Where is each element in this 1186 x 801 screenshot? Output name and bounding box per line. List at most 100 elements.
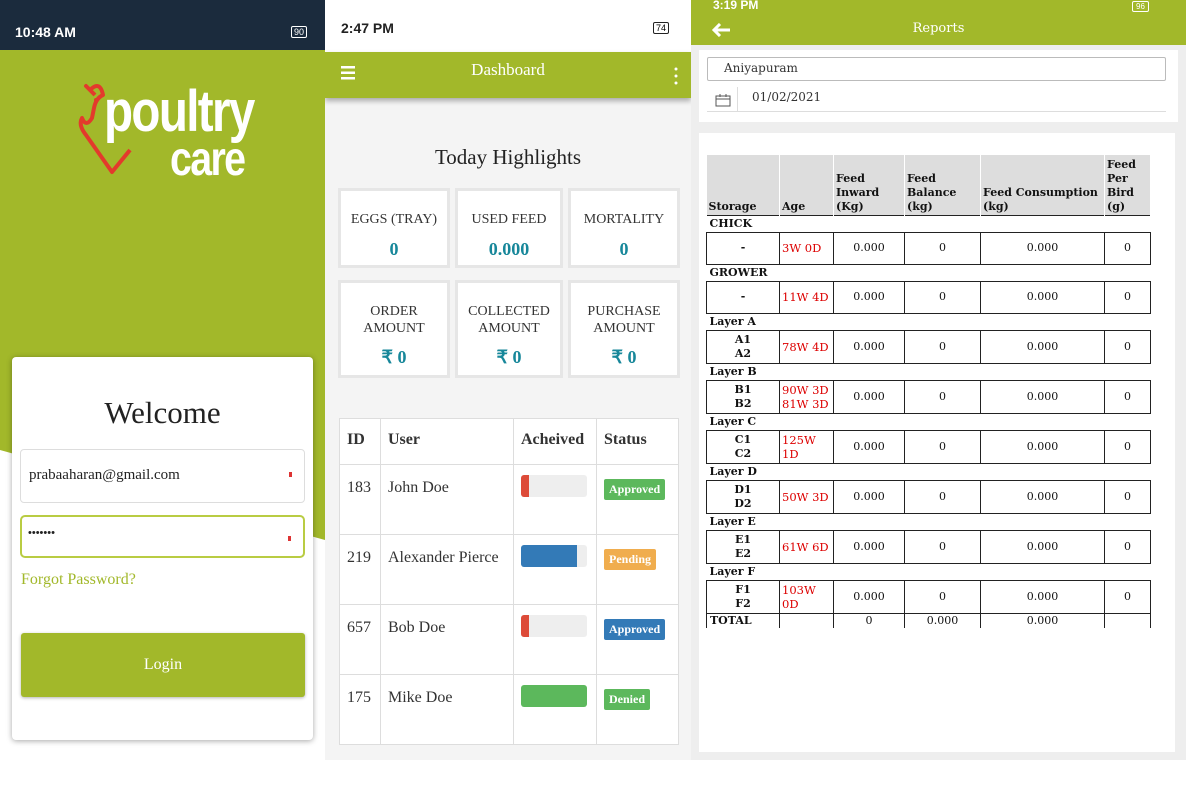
section-row: Layer B: [706, 362, 1151, 380]
welcome-title: Welcome: [104, 395, 221, 430]
value-cell: 0: [904, 579, 981, 614]
status-cell: Denied: [596, 674, 679, 745]
value-cell: 0: [904, 429, 981, 464]
user-cell: Mike Doe: [380, 674, 514, 745]
highlights-title: Today Highlights: [434, 145, 582, 169]
storage-cell: -: [706, 280, 780, 314]
column-header: Feed Per Bird (g): [1104, 155, 1151, 215]
table-row: 175 Mike Doe Denied: [339, 674, 679, 745]
battery: 90: [291, 26, 308, 38]
highlight-card: COLLECTED AMOUNT ₹ 0: [455, 280, 563, 378]
location-select[interactable]: Aniyapuram: [707, 57, 1166, 81]
data-row: F1 F2 103W 0D 0.000 0 0.000 0: [706, 579, 1151, 614]
storage-name: C2: [734, 446, 752, 460]
app-bar-title: Dashboard: [471, 60, 545, 79]
logo-line2: care: [170, 133, 246, 186]
login-button[interactable]: Login: [21, 633, 305, 697]
value-cell: 0.000: [833, 231, 905, 265]
highlight-card: EGGS (TRAY) 0: [338, 188, 450, 268]
storage-name: E2: [734, 546, 752, 560]
back-arrow[interactable]: [711, 23, 731, 37]
logo-line1: poultry: [104, 79, 255, 144]
value-cell: 0.000: [833, 429, 905, 464]
card-value: ₹ 0: [611, 347, 637, 367]
email-input[interactable]: prabaaharan@gmail.com: [20, 449, 305, 503]
card-label: ORDER AMOUNT: [363, 304, 425, 336]
section-name: Layer B: [706, 362, 1151, 380]
section-name: Layer C: [706, 412, 1151, 430]
total-spacer: [779, 612, 834, 628]
id-cell: 175: [339, 674, 381, 745]
section-row: Layer D: [706, 462, 1151, 480]
column-header: Feed Inward (Kg): [833, 155, 905, 215]
storage-name: D1: [734, 482, 752, 496]
storage-cell: B1 B2: [706, 379, 780, 414]
storage-name: B2: [734, 396, 752, 410]
card-value: 0: [619, 239, 629, 259]
data-row: A1 A2 78W 4D 0.000 0 0.000 0: [706, 329, 1151, 364]
email-text: prabaaharan@gmail.com: [29, 467, 180, 483]
storage-name: -: [740, 290, 746, 303]
storage-name: F2: [735, 596, 751, 610]
user-cell: John Doe: [380, 464, 514, 535]
value-cell: 0: [1104, 379, 1151, 414]
password-input[interactable]: •••••••: [20, 515, 305, 558]
value-cell: 0: [904, 529, 981, 564]
date-field[interactable]: 01/02/2021: [707, 87, 1166, 112]
age-cell: 90W 3D 81W 3D: [779, 379, 834, 414]
value-cell: 0.000: [833, 379, 905, 414]
progress-bar: [521, 615, 529, 637]
value-cell: 0.000: [980, 280, 1105, 314]
age-cell: 78W 4D: [779, 329, 834, 364]
progress-track: [521, 475, 587, 497]
value-cell: 0: [904, 379, 981, 414]
overflow-menu[interactable]: [674, 66, 678, 86]
status-time: 10:48 AM: [15, 24, 76, 40]
value-cell: 0.000: [980, 429, 1105, 464]
storage-name: A1: [734, 332, 752, 346]
value-cell: 0: [1104, 329, 1151, 364]
card-label: COLLECTED AMOUNT: [468, 304, 550, 336]
menu-icon[interactable]: [341, 66, 357, 80]
password-text: •••••••: [28, 527, 55, 539]
table-row: 657 Bob Doe Approved: [339, 604, 679, 675]
storage-name: C1: [734, 432, 752, 446]
storage-name: -: [740, 241, 746, 254]
value-cell: 0.000: [980, 329, 1105, 364]
value-cell: 0.000: [980, 579, 1105, 614]
app-bar-title: Reports: [912, 21, 965, 36]
storage-name: F1: [735, 582, 751, 596]
forgot-password-link[interactable]: Forgot Password?: [21, 571, 136, 588]
progress-bar: [521, 475, 529, 497]
card-label: PURCHASE AMOUNT: [587, 304, 661, 336]
column-header: Age: [779, 155, 834, 215]
status-cell: Pending: [596, 534, 679, 605]
status-time: 3:19 PM: [713, 0, 759, 12]
progress-track: [521, 685, 587, 707]
progress-track: [521, 615, 587, 637]
battery: 96: [1132, 1, 1149, 12]
storage-cell: D1 D2: [706, 479, 780, 514]
age-cell: 11W 4D: [779, 280, 834, 314]
section-name: CHICK: [706, 214, 1151, 232]
value-cell: 0: [904, 231, 981, 265]
storage-name: E1: [734, 532, 752, 546]
card-value: ₹ 0: [496, 347, 522, 367]
section-row: CHICK: [706, 214, 1151, 232]
age-cell: 3W 0D: [779, 231, 834, 265]
user-cell: Bob Doe: [380, 604, 514, 675]
column-header: ID: [339, 418, 381, 465]
value-cell: 0.000: [833, 479, 905, 514]
table-row: 183 John Doe Approved: [339, 464, 679, 535]
status-cell: Approved: [596, 604, 679, 675]
value-cell: 0: [904, 479, 981, 514]
id-cell: 219: [339, 534, 381, 605]
storage-name: D2: [734, 496, 752, 510]
user-cell: Alexander Pierce: [380, 534, 514, 605]
data-row: -11W 4D 0.000 0 0.000 0: [706, 280, 1151, 314]
column-header: Status: [596, 418, 679, 465]
status-badge: Denied: [604, 689, 650, 710]
total-value: 0.000: [980, 612, 1105, 628]
section-row: GROWER: [706, 263, 1151, 281]
age-cell: 103W 0D: [779, 579, 834, 614]
